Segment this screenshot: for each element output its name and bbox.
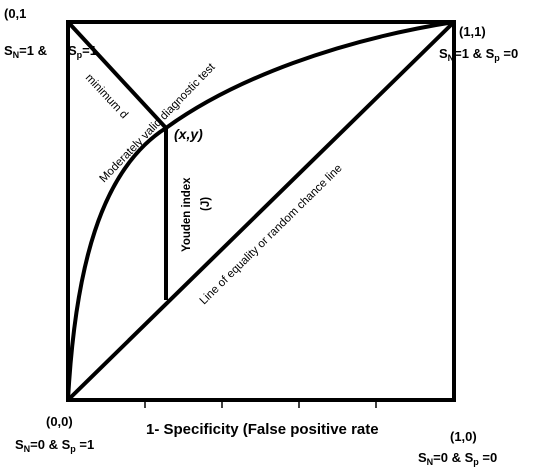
top-right-condition: SN=1 & Sp =0 xyxy=(439,46,518,63)
top-left-condition: SN=1 & xyxy=(4,43,47,60)
top-left-sp: Sp=1 xyxy=(68,43,97,60)
top-left-point: (0,1 xyxy=(4,6,26,21)
bottom-left-condition: SN=0 & Sp =1 xyxy=(15,437,94,454)
bottom-left-point: (0,0) xyxy=(46,414,73,429)
point-xy-label: (x,y) xyxy=(174,126,203,142)
random-chance-line xyxy=(66,20,456,402)
curve-label: Moderately valid diagnostic test xyxy=(98,61,219,185)
youden-j-label: (J) xyxy=(200,197,212,211)
x-axis-ticks xyxy=(144,400,377,408)
x-axis-label: 1- Specificity (False positive rate xyxy=(146,421,379,438)
diagonal-label: Line of equality or random chance line xyxy=(198,162,345,307)
minimum-d-line xyxy=(66,20,168,130)
bottom-right-point: (1,0) xyxy=(450,429,477,444)
top-right-point: (1,1) xyxy=(459,24,486,39)
youden-label: Youden index xyxy=(181,177,193,252)
bottom-right-condition: SN=0 & Sp =0 xyxy=(418,450,497,467)
plot-frame xyxy=(66,20,456,402)
